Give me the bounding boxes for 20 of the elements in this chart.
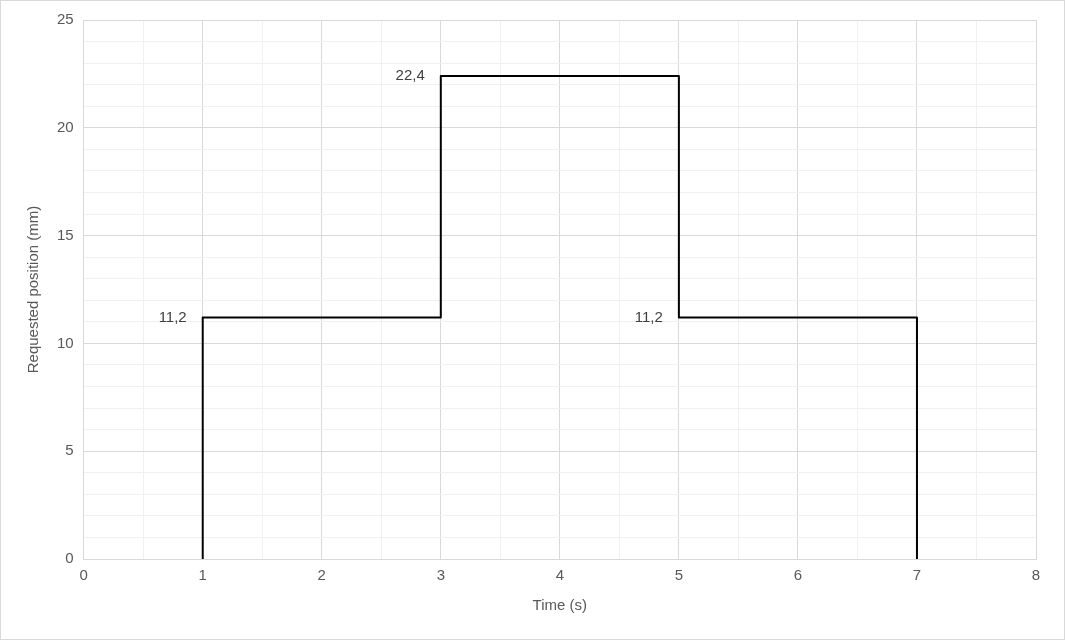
x-tick-label: 3 [436,566,445,584]
x-tick-label: 7 [912,566,922,584]
x-axis-title: Time (s) [532,596,588,614]
data-label: 22,4 [395,66,425,84]
y-tick-label: 20 [57,117,74,135]
x-tick-label: 4 [555,566,565,584]
x-tick-label: 5 [674,566,684,584]
x-tick-label: 0 [79,566,88,584]
y-tick-label: 0 [65,549,74,567]
y-tick-label: 5 [65,441,74,459]
y-tick-label: 15 [57,225,74,243]
x-tick-label: 6 [793,566,803,584]
x-tick-label: 8 [1031,566,1041,584]
y-axis-title: Requested position (mm) [24,205,42,374]
x-tick-label: 2 [317,566,326,584]
data-label: 11,2 [634,307,663,325]
data-label: 11,2 [158,307,187,325]
y-tick-label: 10 [57,333,74,351]
y-tick-label: 25 [57,10,74,28]
x-tick-label: 1 [198,566,207,584]
